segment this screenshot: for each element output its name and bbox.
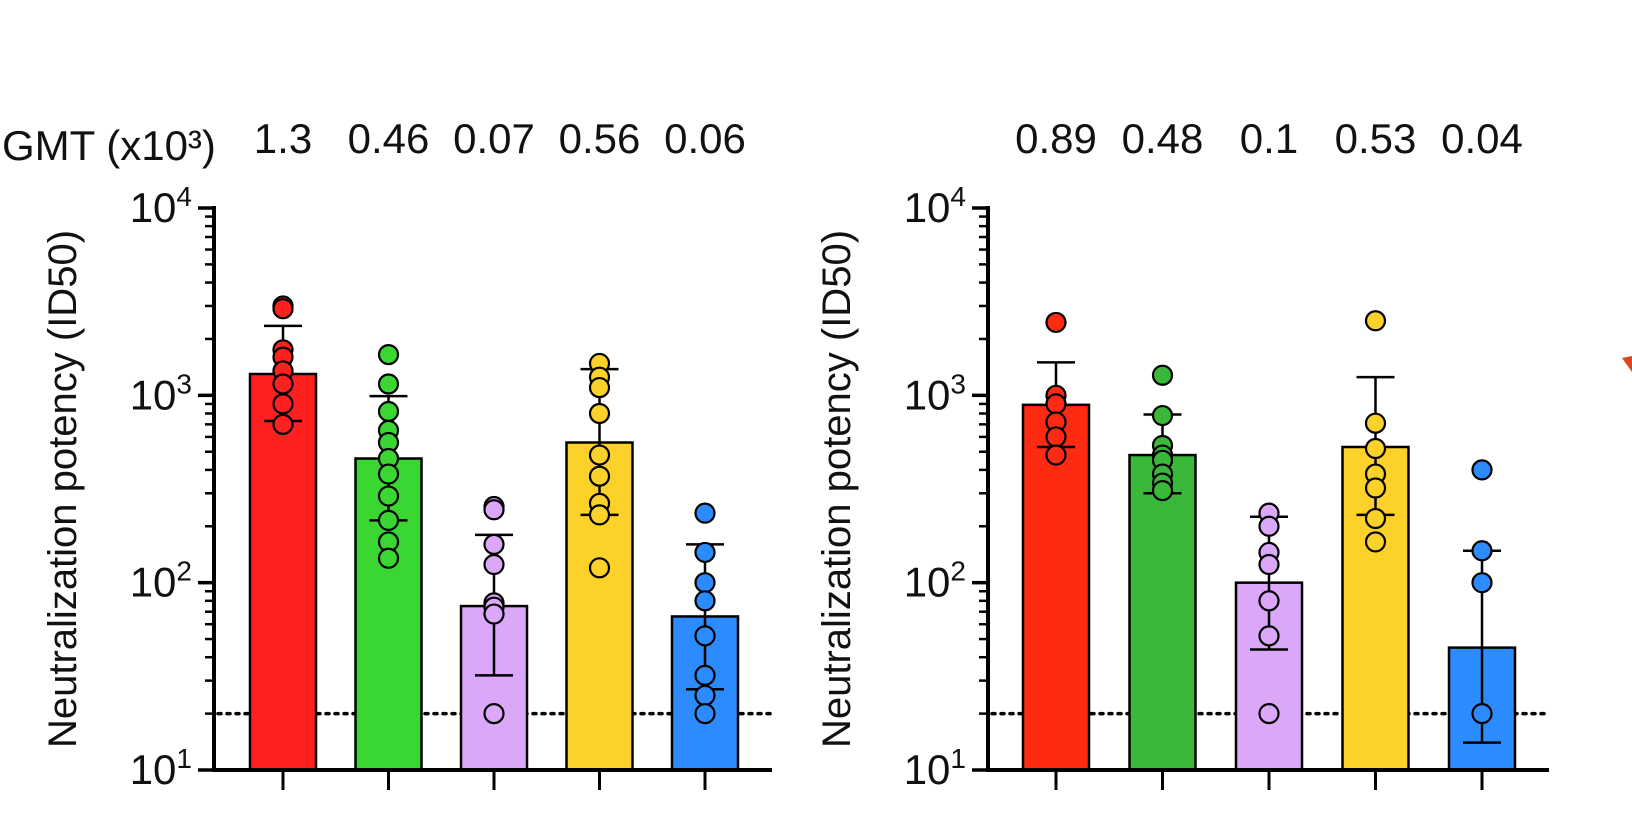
- y-tick-label: 102: [904, 556, 966, 606]
- gmt-value: 0.04: [1441, 115, 1523, 162]
- data-point: [1471, 459, 1493, 481]
- data-point: [1258, 553, 1280, 576]
- data-point: [483, 499, 505, 521]
- gmt-value: 0.06: [664, 115, 746, 162]
- data-point: [588, 504, 611, 526]
- data-point: [272, 393, 294, 415]
- data-point: [272, 413, 294, 435]
- bar: [1128, 453, 1197, 772]
- gmt-value: 0.56: [559, 115, 641, 162]
- data-point: [588, 376, 611, 399]
- partial-arrow-glyph: [1622, 356, 1632, 372]
- y-tick-label: 101: [130, 743, 192, 793]
- data-point: [1258, 515, 1280, 537]
- chart-panel-right: 0.89 0.48 0.1 0.53 0.04 101 102 103 104 Neutraliz…: [815, 115, 1551, 793]
- data-point: [377, 463, 400, 485]
- data-point: [588, 402, 611, 425]
- gmt-header-label: GMT (x10³): [2, 122, 216, 169]
- gmt-value: 1.3: [254, 115, 312, 162]
- y-tick-label: 104: [130, 181, 192, 231]
- gmt-value: 0.46: [348, 115, 430, 162]
- data-point: [1045, 393, 1067, 415]
- data-point: [694, 541, 716, 564]
- gmt-value: 0.89: [1015, 115, 1097, 162]
- data-point: [1471, 540, 1493, 562]
- gmt-value: 0.07: [453, 115, 535, 162]
- gmt-value: 0.53: [1335, 115, 1417, 162]
- data-point: [694, 703, 716, 725]
- gmt-value: 0.1: [1240, 115, 1298, 162]
- y-tick-label: 103: [130, 368, 192, 418]
- data-point: [483, 533, 505, 556]
- data-point: [1151, 404, 1174, 427]
- data-point: [1364, 507, 1387, 530]
- data-point: [1258, 703, 1280, 725]
- data-point: [483, 603, 505, 625]
- data-point: [377, 373, 400, 395]
- data-point: [377, 343, 400, 366]
- data-point: [694, 625, 716, 647]
- y-axis-title: Neutralization potency (ID50): [815, 230, 859, 748]
- data-point: [1258, 590, 1280, 612]
- data-point: [1151, 480, 1174, 502]
- data-point: [1045, 444, 1067, 466]
- y-tick-label: 102: [130, 556, 192, 606]
- data-point: [377, 485, 400, 507]
- data-point: [694, 502, 716, 524]
- data-point: [272, 373, 294, 395]
- data-point: [377, 509, 400, 531]
- data-point: [588, 444, 611, 466]
- data-point: [272, 298, 294, 320]
- data-point: [377, 547, 400, 569]
- data-point: [1471, 572, 1493, 594]
- data-point: [377, 400, 400, 423]
- gmt-value: 0.48: [1122, 115, 1204, 162]
- data-point: [694, 590, 716, 612]
- data-point: [588, 557, 611, 579]
- data-point: [1045, 426, 1067, 448]
- data-point: [1045, 311, 1067, 334]
- data-point: [1364, 437, 1387, 460]
- y-tick-label: 101: [904, 743, 966, 793]
- y-tick-label: 103: [904, 368, 966, 418]
- data-point: [483, 553, 505, 576]
- y-tick-label: 104: [904, 181, 966, 231]
- y-axis-title: Neutralization potency (ID50): [41, 230, 85, 748]
- data-point: [588, 465, 611, 487]
- data-point: [1471, 703, 1493, 725]
- data-point: [1364, 310, 1387, 332]
- data-point: [1364, 531, 1387, 553]
- data-point: [694, 664, 716, 686]
- data-point: [1364, 412, 1387, 434]
- data-point: [483, 703, 505, 725]
- data-point: [1151, 364, 1174, 386]
- data-point: [1364, 477, 1387, 499]
- data-point: [694, 572, 716, 594]
- chart-panel-left: 1.3 0.46 0.07 0.56 0.06 101 102 103 104 Neutraliz…: [41, 115, 774, 793]
- data-point: [694, 684, 716, 707]
- data-point: [1258, 625, 1280, 647]
